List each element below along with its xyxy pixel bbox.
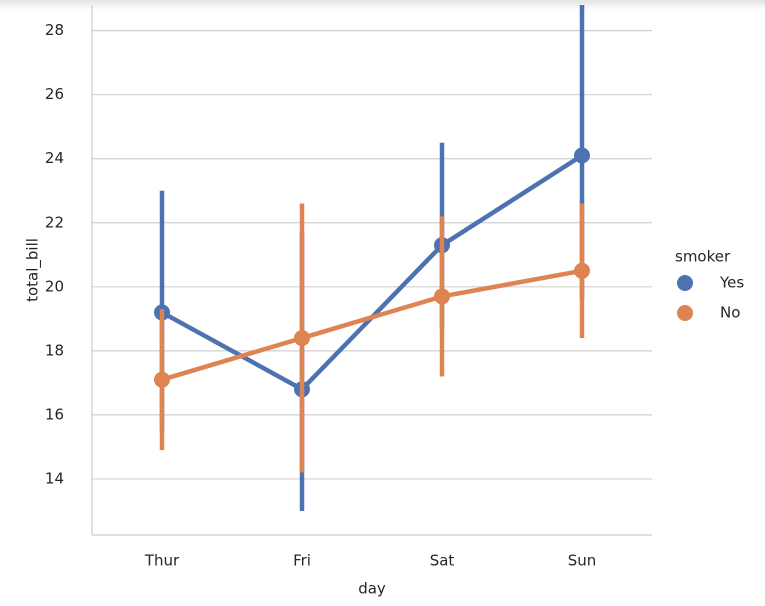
x-tick-label: Sat [430,552,455,570]
y-tick-label: 14 [45,469,64,487]
legend-label: Yes [719,274,744,292]
legend: smoker Yes No [675,248,744,322]
series-line [160,153,584,393]
y-tick-label: 18 [45,341,64,359]
data-layer [154,5,590,511]
y-tick-label: 22 [45,213,64,231]
point [434,288,450,305]
grid-layer [92,30,652,480]
y-tick-label: 16 [45,405,64,423]
point [574,147,590,164]
point [574,262,590,279]
legend-marker [677,275,693,291]
y-tick-label: 20 [45,277,64,295]
legend-marker [677,305,693,321]
series-line [161,268,583,382]
x-tick-label: Fri [293,552,311,570]
y-tick-label: 26 [45,85,64,103]
x-tick-label: Sun [568,552,597,570]
y-tick-label: 28 [45,21,64,39]
legend-title: smoker [675,248,731,266]
point [154,371,170,388]
x-axis-label: day [358,580,386,598]
top-shadow [0,0,765,10]
x-tick-label: Thur [144,552,180,570]
y-axis-label: total_bill [24,238,43,302]
y-tick-label: 24 [45,149,64,167]
point [294,330,310,347]
legend-label: No [720,304,740,322]
